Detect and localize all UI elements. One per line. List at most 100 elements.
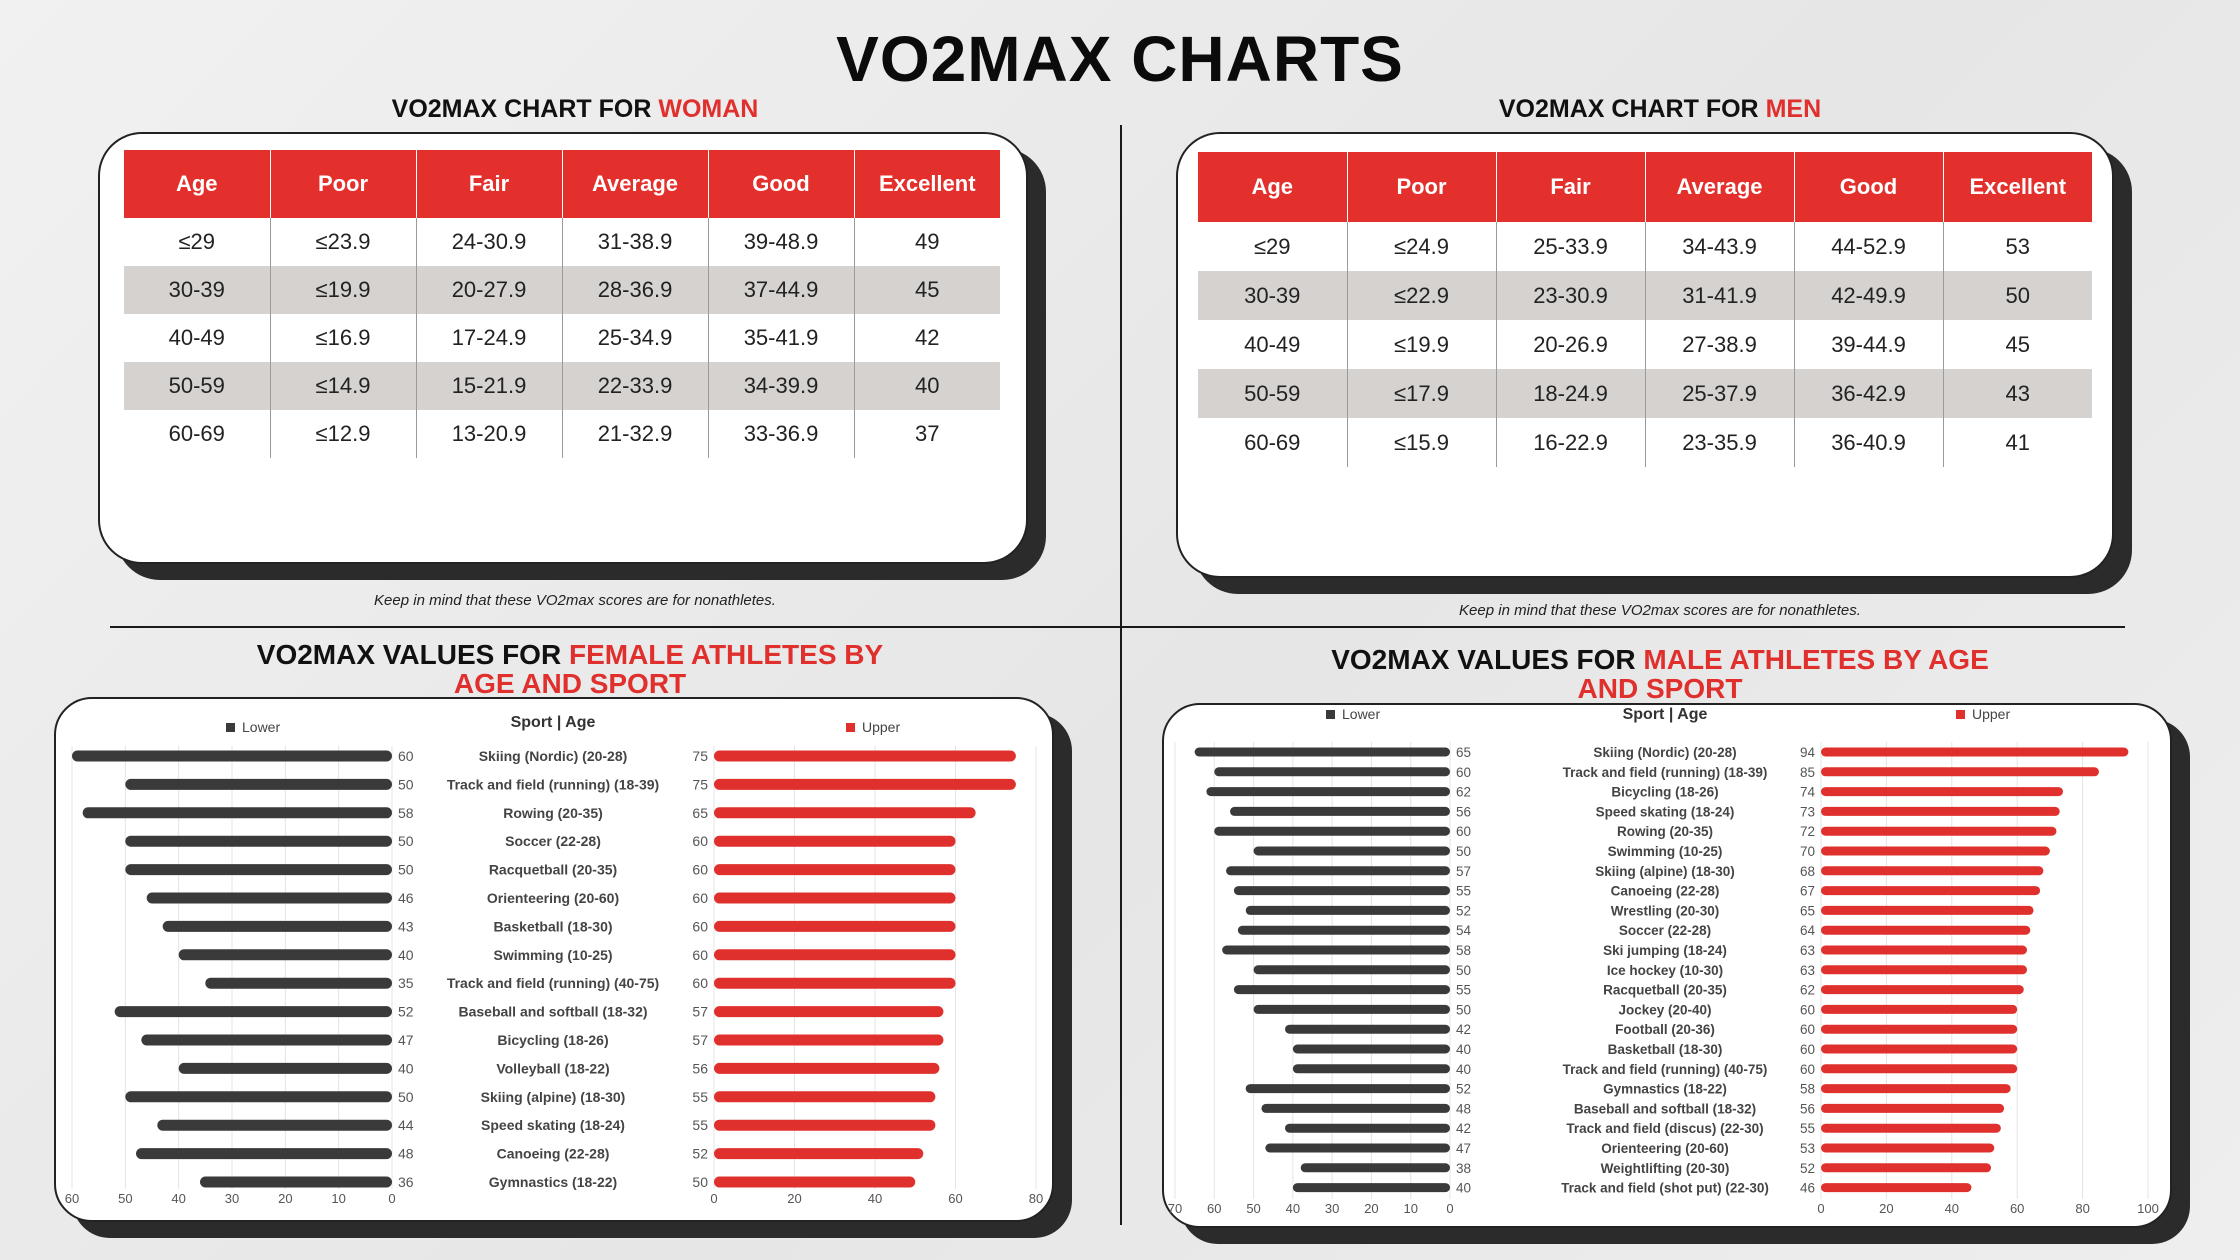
upper-bar-swimming-10-25 <box>1821 846 2050 856</box>
lower-bar-bicycling-18-26 <box>141 1034 392 1046</box>
upper-bar-ice-hockey-10-30 <box>1821 965 2028 975</box>
lower-bar-track-and-field-running-40-75 <box>1292 1064 1450 1074</box>
female-athletes-chart: Lower Upper Sport | Age 60 Skiing (Nordic) (… <box>65 714 1043 1206</box>
legend-label-lower: Lower <box>1342 706 1380 722</box>
category-label: Canoeing (22-28) <box>497 1146 610 1162</box>
table-cell: 60-69 <box>1198 418 1348 467</box>
upper-value-label: 94 <box>1800 745 1816 760</box>
upper-value-label: 60 <box>1800 1042 1815 1057</box>
table-cell: 23-35.9 <box>1645 418 1795 467</box>
table-row: 40-49 ≤19.9 20-26.9 27-38.9 39-44.9 45 <box>1198 320 2092 369</box>
lower-value-label: 58 <box>398 805 414 821</box>
lower-bar-ice-hockey-10-30 <box>1253 965 1450 975</box>
upper-value-label: 60 <box>1800 1002 1815 1017</box>
upper-bar-soccer-22-28 <box>714 835 956 847</box>
lower-value-label: 57 <box>1456 864 1471 879</box>
upper-bar-speed-skating-18-24 <box>714 1119 936 1131</box>
women-table-title: VO2MAX CHART FOR WOMAN <box>391 95 759 123</box>
lower-value-label: 47 <box>1456 1141 1471 1156</box>
upper-bar-orienteering-20-60 <box>1821 1143 1995 1153</box>
column-header-fair: Fair <box>416 150 563 218</box>
men-table-title: VO2MAX CHART FOR MEN <box>1498 95 1822 123</box>
upper-value-label: 60 <box>692 947 708 963</box>
table-header-row: Age Poor Fair Average Good Excellent <box>124 150 1000 218</box>
upper-axis-tick: 20 <box>1879 1201 1893 1216</box>
lower-bar-track-and-field-running-40-75 <box>205 977 392 989</box>
table-cell: 50-59 <box>1198 369 1348 418</box>
category-label: Wrestling (20-30) <box>1611 903 1720 918</box>
table-row: 40-49 ≤16.9 17-24.9 25-34.9 35-41.9 42 <box>124 314 1000 362</box>
lower-axis-tick: 70 <box>1168 1201 1182 1216</box>
category-label: Track and field (shot put) (22-30) <box>1561 1181 1769 1196</box>
category-label: Gymnastics (18-22) <box>489 1174 617 1190</box>
table-row: ≤29 ≤23.9 24-30.9 31-38.9 39-48.9 49 <box>124 218 1000 266</box>
upper-value-label: 65 <box>1800 903 1815 918</box>
lower-bar-gymnastics-18-22 <box>1245 1084 1450 1094</box>
table-cell: ≤19.9 <box>1347 320 1497 369</box>
lower-bar-racquetball-20-35 <box>125 864 392 876</box>
upper-value-label: 52 <box>692 1146 708 1162</box>
lower-bar-soccer-22-28 <box>125 835 392 847</box>
category-label: Skiing (Nordic) (20-28) <box>1593 745 1736 760</box>
category-label: Skiing (alpine) (18-30) <box>481 1089 626 1105</box>
upper-bar-track-and-field-shot-put-22-30 <box>1821 1183 1972 1193</box>
upper-bar-basketball-18-30 <box>714 920 956 932</box>
lower-bar-canoeing-22-28 <box>1233 886 1450 896</box>
category-label: Skiing (Nordic) (20-28) <box>479 748 628 764</box>
lower-value-label: 60 <box>1456 765 1471 780</box>
upper-value-label: 56 <box>1800 1101 1815 1116</box>
upper-bar-track-and-field-running-18-39 <box>714 778 1016 790</box>
column-header-age: Age <box>124 150 271 218</box>
lower-value-label: 48 <box>398 1146 414 1162</box>
lower-value-label: 38 <box>1456 1161 1471 1176</box>
table-cell: 25-37.9 <box>1645 369 1795 418</box>
men-vo2max-table: Age Poor Fair Average Good Excellent ≤29 ≤24.9… <box>1198 152 2092 467</box>
table-cell: 42-49.9 <box>1794 271 1944 320</box>
upper-value-label: 67 <box>1800 884 1815 899</box>
table-cell: ≤29 <box>1198 222 1348 271</box>
category-label: Orienteering (20-60) <box>1601 1141 1729 1156</box>
category-label: Jockey (20-40) <box>1618 1002 1711 1017</box>
upper-value-label: 74 <box>1800 785 1816 800</box>
lower-axis-tick: 0 <box>388 1191 395 1206</box>
category-label: Soccer (22-28) <box>505 833 601 849</box>
lower-axis-tick: 20 <box>278 1191 292 1206</box>
lower-bar-volleyball-18-22 <box>178 1062 392 1074</box>
table-header-row: Age Poor Fair Average Good Excellent <box>1198 152 2092 222</box>
lower-bar-soccer-22-28 <box>1237 925 1450 935</box>
legend-swatch-lower <box>226 723 235 732</box>
lower-value-label: 52 <box>1456 1082 1471 1097</box>
table-cell: 25-34.9 <box>562 314 709 362</box>
table-cell: 27-38.9 <box>1645 320 1795 369</box>
table-cell: 34-43.9 <box>1645 222 1795 271</box>
category-label: Baseball and softball (18-32) <box>1574 1101 1756 1116</box>
lower-bar-rowing-20-35 <box>1214 826 1450 836</box>
lower-axis-tick: 40 <box>1286 1201 1300 1216</box>
legend-label-upper: Upper <box>1972 706 2010 722</box>
table-cell: 37-44.9 <box>708 266 855 314</box>
upper-value-label: 85 <box>1800 765 1815 780</box>
table-cell: 40 <box>854 362 1000 410</box>
upper-value-label: 60 <box>1800 1022 1815 1037</box>
category-label: Orienteering (20-60) <box>487 890 619 906</box>
lower-value-label: 52 <box>398 1004 414 1020</box>
table-row: 60-69 ≤15.9 16-22.9 23-35.9 36-40.9 41 <box>1198 418 2092 467</box>
lower-value-label: 50 <box>1456 1002 1471 1017</box>
upper-value-label: 57 <box>692 1032 708 1048</box>
lower-value-label: 40 <box>1456 1062 1471 1077</box>
lower-bar-track-and-field-running-18-39 <box>125 778 392 790</box>
table-row: 30-39 ≤19.9 20-27.9 28-36.9 37-44.9 45 <box>124 266 1000 314</box>
lower-axis-tick: 10 <box>331 1191 345 1206</box>
upper-value-label: 63 <box>1800 963 1815 978</box>
lower-bar-baseball-and-softball-18-32 <box>114 1006 392 1018</box>
table-cell: 35-41.9 <box>708 314 855 362</box>
table-cell: 53 <box>1943 222 2092 271</box>
upper-value-label: 60 <box>692 975 708 991</box>
upper-value-label: 65 <box>692 805 708 821</box>
table-row: ≤29 ≤24.9 25-33.9 34-43.9 44-52.9 53 <box>1198 222 2092 271</box>
table-cell: 15-21.9 <box>416 362 563 410</box>
lower-bar-basketball-18-30 <box>162 920 392 932</box>
table-cell: 21-32.9 <box>562 410 709 458</box>
column-header-fair: Fair <box>1496 152 1646 222</box>
lower-bar-baseball-and-softball-18-32 <box>1261 1103 1450 1113</box>
